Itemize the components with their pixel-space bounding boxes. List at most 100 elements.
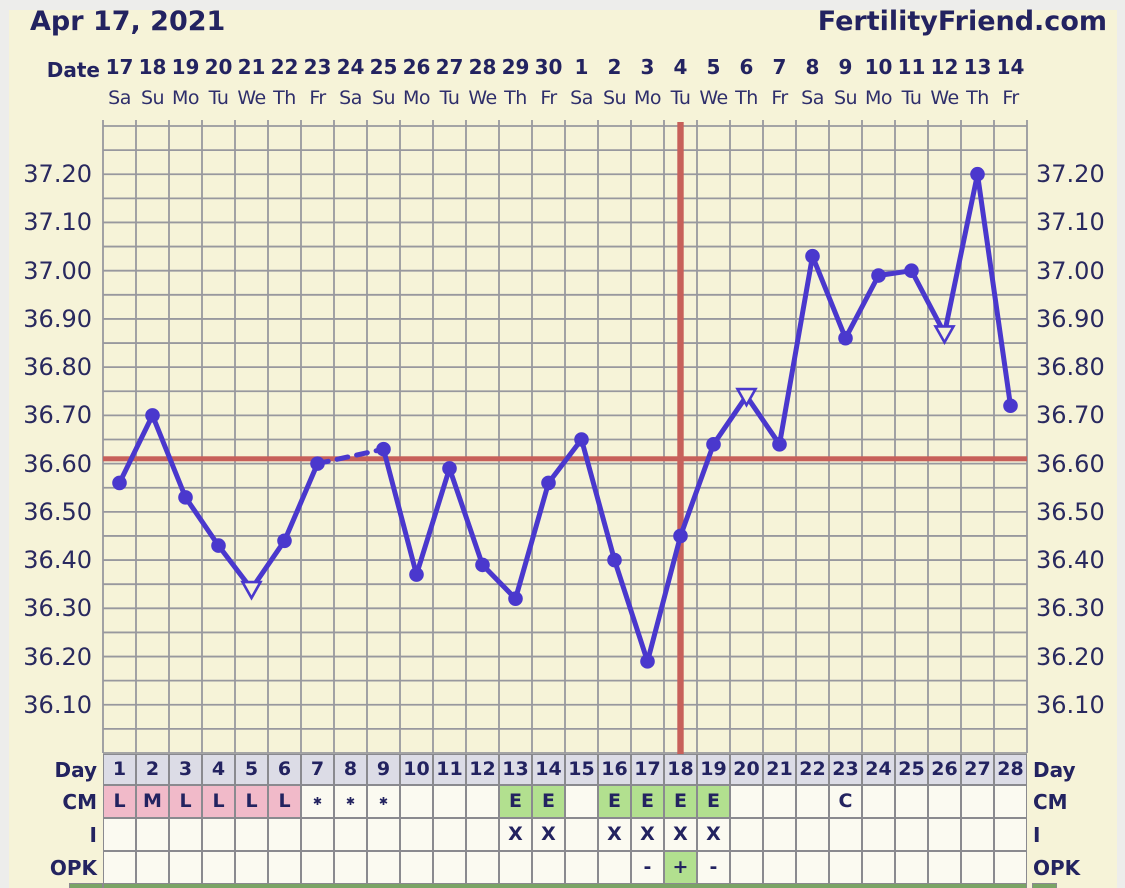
i-cell bbox=[796, 818, 829, 851]
opk-cell bbox=[433, 851, 466, 884]
cm-cell bbox=[400, 785, 433, 818]
cm-cell bbox=[961, 785, 994, 818]
day-cell: 17 bbox=[631, 754, 664, 785]
temperature-point bbox=[508, 591, 523, 606]
weekday-label: Sa bbox=[339, 87, 362, 109]
weekday-label: Tu bbox=[208, 87, 229, 109]
i-cell bbox=[961, 818, 994, 851]
row-label-left: I bbox=[89, 822, 97, 847]
y-axis-label-left: 37.00 bbox=[23, 256, 92, 285]
cycle-date: 9 bbox=[838, 55, 853, 79]
temperature-point bbox=[706, 437, 721, 452]
day-cell: 8 bbox=[334, 754, 367, 785]
y-axis-label-left: 37.10 bbox=[23, 208, 92, 237]
weekday-label: Th bbox=[504, 87, 527, 109]
cm-cell: C bbox=[829, 785, 862, 818]
temperature-point bbox=[904, 263, 919, 278]
cm-cell: ✱ bbox=[367, 785, 400, 818]
symbols-table: Day 1 2 3 4 5 6 7 8 9 10 11 12 13 14 15 16 17 18 19 20 21 22 23… bbox=[0, 754, 1117, 884]
weekday-label: Mo bbox=[633, 87, 662, 109]
temp-line-segment bbox=[843, 273, 881, 341]
cm-cell bbox=[862, 785, 895, 818]
day-cell: 23 bbox=[829, 754, 862, 785]
cm-cell: E bbox=[631, 785, 664, 818]
y-axis-label-left: 36.50 bbox=[23, 497, 92, 526]
day-cell: 21 bbox=[763, 754, 796, 785]
cm-cell: E bbox=[499, 785, 532, 818]
i-cell bbox=[334, 818, 367, 851]
opk-cell bbox=[994, 851, 1027, 884]
temp-line-segment bbox=[546, 437, 584, 486]
temperature-point-triangle bbox=[933, 325, 956, 346]
day-cell: 11 bbox=[433, 754, 466, 785]
temperature-point bbox=[1003, 398, 1018, 414]
date-row-label: Date bbox=[46, 58, 100, 82]
i-cell: X bbox=[532, 818, 565, 851]
i-cell: X bbox=[598, 818, 631, 851]
temperature-point bbox=[145, 408, 160, 423]
day-cell: 2 bbox=[136, 754, 169, 785]
opk-cell bbox=[763, 851, 796, 884]
day-cell: 12 bbox=[466, 754, 499, 785]
i-cell bbox=[994, 818, 1027, 851]
temperature-point bbox=[178, 490, 193, 505]
temperature-point bbox=[277, 533, 292, 549]
cm-cell: E bbox=[664, 785, 697, 818]
weekday-label: Mo bbox=[402, 87, 431, 109]
cm-cell: ✱ bbox=[301, 785, 334, 818]
i-cell bbox=[301, 818, 334, 851]
temp-line-segment bbox=[183, 494, 221, 549]
i-cell bbox=[268, 818, 301, 851]
cycle-date: 8 bbox=[805, 55, 820, 79]
i-cell bbox=[136, 818, 169, 851]
opk-cell bbox=[235, 851, 268, 884]
temperature-point bbox=[442, 461, 457, 476]
y-axis-label-right: 36.10 bbox=[1036, 690, 1105, 719]
chart-page-background bbox=[9, 10, 1117, 888]
i-cell bbox=[367, 818, 400, 851]
opk-cell bbox=[268, 851, 301, 884]
y-axis-label-right: 37.10 bbox=[1036, 208, 1105, 237]
day-cell: 25 bbox=[895, 754, 928, 785]
y-axis-label-left: 37.20 bbox=[23, 160, 92, 189]
cycle-date: 25 bbox=[369, 55, 398, 79]
cm-cell: L bbox=[202, 785, 235, 818]
day-cell: 22 bbox=[796, 754, 829, 785]
i-cell bbox=[829, 818, 862, 851]
day-cell: 26 bbox=[928, 754, 961, 785]
temperature-point bbox=[640, 654, 655, 669]
i-cell: X bbox=[499, 818, 532, 851]
opk-cell bbox=[598, 851, 631, 884]
row-label-right: OPK bbox=[1033, 855, 1081, 880]
opk-cell bbox=[928, 851, 961, 884]
temp-line-segment bbox=[513, 480, 551, 602]
row-label-left: OPK bbox=[49, 855, 97, 880]
weekday-label: We bbox=[468, 87, 497, 109]
opk-cell bbox=[532, 851, 565, 884]
cm-cell: L bbox=[169, 785, 202, 818]
date-row: 17 18 19 20 21 22 23 24 25 26 27 28 29 30 1 2 3 4 5 6 7 8 9 10 1… bbox=[103, 54, 1027, 81]
weekday-label: Tu bbox=[670, 87, 691, 109]
opk-cell bbox=[136, 851, 169, 884]
opk-cell bbox=[796, 851, 829, 884]
cm-cell: L bbox=[235, 785, 268, 818]
day-cell: 14 bbox=[532, 754, 565, 785]
i-cell bbox=[400, 818, 433, 851]
temp-line-segment bbox=[810, 253, 848, 341]
i-cell bbox=[862, 818, 895, 851]
day-cell: 1 bbox=[103, 754, 136, 785]
fertilityfriend-logo[interactable]: FertilityFriend.com bbox=[817, 6, 1107, 37]
day-cell: 3 bbox=[169, 754, 202, 785]
cycle-date: 7 bbox=[772, 55, 787, 79]
cycle-date: 11 bbox=[897, 55, 926, 79]
table-row-opk: OPK - + - OPK bbox=[0, 851, 1117, 884]
opk-cell bbox=[829, 851, 862, 884]
temperature-point bbox=[574, 432, 589, 447]
day-cell: 6 bbox=[268, 754, 301, 785]
weekday-label: Th bbox=[735, 87, 758, 109]
opk-cell: + bbox=[664, 851, 697, 884]
temperature-point bbox=[211, 538, 226, 553]
cycle-date: 22 bbox=[270, 55, 299, 79]
y-axis-label-right: 36.50 bbox=[1036, 497, 1105, 526]
